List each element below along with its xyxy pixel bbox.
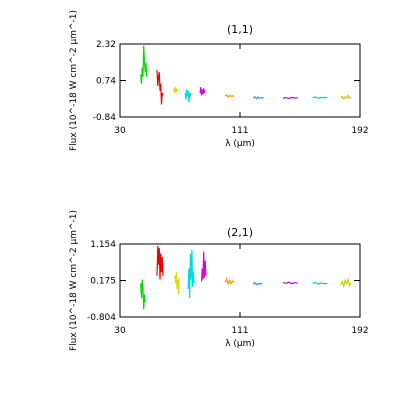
panel-1-series-line-7 xyxy=(252,95,264,100)
panel-1-xtick-label-mid: 111 xyxy=(231,126,248,136)
panel-2-plot-frame xyxy=(119,243,361,318)
panel-2-series-line-9 xyxy=(312,281,328,285)
panel-1-series-line-5 xyxy=(199,87,206,96)
panel-1-ytick-label-top: 2.32 xyxy=(96,40,116,50)
panel-2-series-line-8 xyxy=(282,281,298,285)
panel-1-series-line-8 xyxy=(282,96,298,100)
panel-1-series-group xyxy=(140,45,352,105)
panel-2-xtick-label-right: 192 xyxy=(351,326,368,336)
panel-1-series-line-10 xyxy=(340,93,352,100)
panel-1-ytick-label-bottom: -0.84 xyxy=(93,113,117,123)
panel-1-series-line-2 xyxy=(156,69,164,105)
panel-2-ytick-label-mid: 0.175 xyxy=(90,277,116,287)
panel-1-xtick-label-right: 192 xyxy=(351,126,368,136)
panel-2-xtick-label-left: 30 xyxy=(114,326,126,336)
panel-2-xtick-label-mid: 111 xyxy=(231,326,248,336)
panel-2-series-line-10 xyxy=(340,277,352,289)
panel-1-series-line-3 xyxy=(172,87,179,94)
panel-1-ytick-label-mid: 0.74 xyxy=(96,77,116,87)
panel-1-xtick-label-left: 30 xyxy=(114,126,126,136)
panel-2-series-line-5 xyxy=(200,251,207,282)
panel-1-title: (1,1) xyxy=(227,23,253,36)
panel-1-yaxis-title: Flux (10^-18 W cm^-2 μm^-1) xyxy=(69,10,79,151)
panel-2-xaxis-title: λ (μm) xyxy=(225,339,255,349)
panel-1-series-line-9 xyxy=(312,96,328,99)
panel-1-plot-frame xyxy=(119,43,361,118)
panel-2: (2,1) 1.154 0.175 -0.804 30 111 192 λ (μ… xyxy=(69,210,369,351)
panel-2-series-line-2 xyxy=(156,245,164,280)
panel-2-series-line-4 xyxy=(187,249,195,299)
panel-2-yaxis-title: Flux (10^-18 W cm^-2 μm^-1) xyxy=(69,210,79,351)
panel-2-series-line-1 xyxy=(140,279,146,310)
panel-1-series-line-4 xyxy=(184,89,192,103)
panel-2-series-line-3 xyxy=(174,272,180,295)
panel-1-series-line-6 xyxy=(224,93,235,99)
panel-1-xaxis-title: λ (μm) xyxy=(225,139,255,149)
panel-2-ytick-label-top: 1.154 xyxy=(90,240,116,250)
panel-2-series-line-6 xyxy=(224,276,235,286)
panel-2-ytick-label-bottom: -0.804 xyxy=(87,313,116,323)
panel-2-title: (2,1) xyxy=(227,226,253,239)
panel-2-series-line-7 xyxy=(252,281,263,286)
panel-1-series-line-1 xyxy=(140,45,148,84)
panel-2-series-group xyxy=(140,245,352,310)
panel-1: (1,1) 2.32 0.74 -0.84 30 111 192 λ (μm) … xyxy=(69,10,369,151)
